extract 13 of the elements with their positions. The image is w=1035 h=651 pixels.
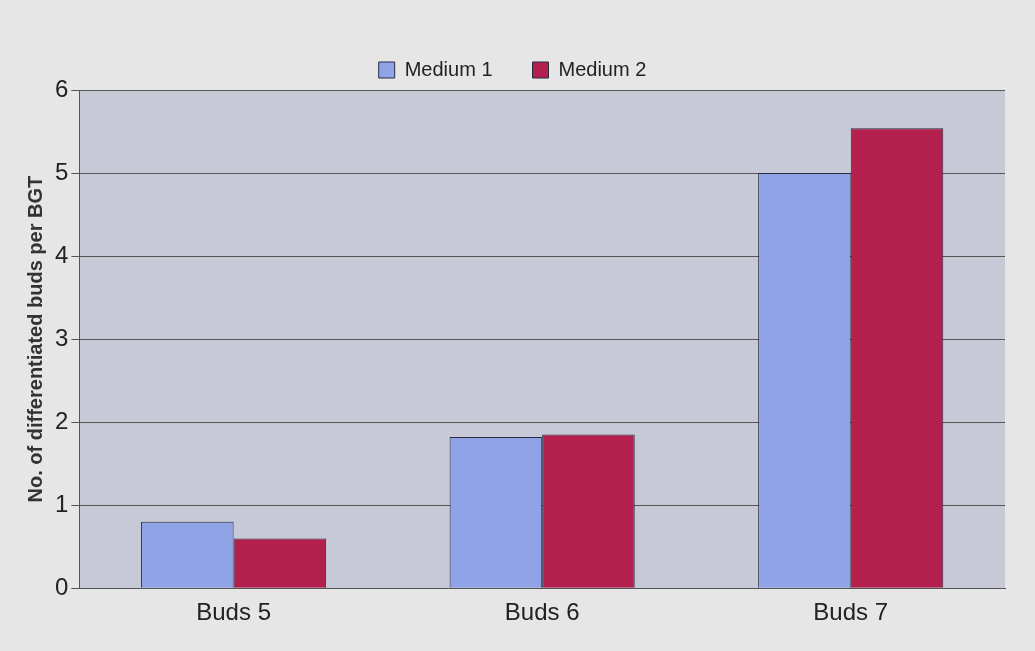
y-tick-label: 3 [54,323,69,351]
x-tick-label: Buds 6 [504,598,580,626]
legend-label: Medium 2 [558,57,647,80]
y-tick-label: 6 [54,74,69,102]
y-tick-label: 1 [54,489,69,517]
y-axis-title: No. of differentiated buds per BGT [23,175,46,503]
x-tick-label: Buds 5 [196,598,271,626]
y-tick-label: 4 [54,240,69,268]
legend-label: Medium 1 [404,57,493,80]
x-tick-label: Buds 7 [813,598,889,626]
y-tick-label: 2 [54,406,69,434]
y-tick-label: 5 [54,157,69,185]
y-tick-label: 0 [54,572,69,600]
